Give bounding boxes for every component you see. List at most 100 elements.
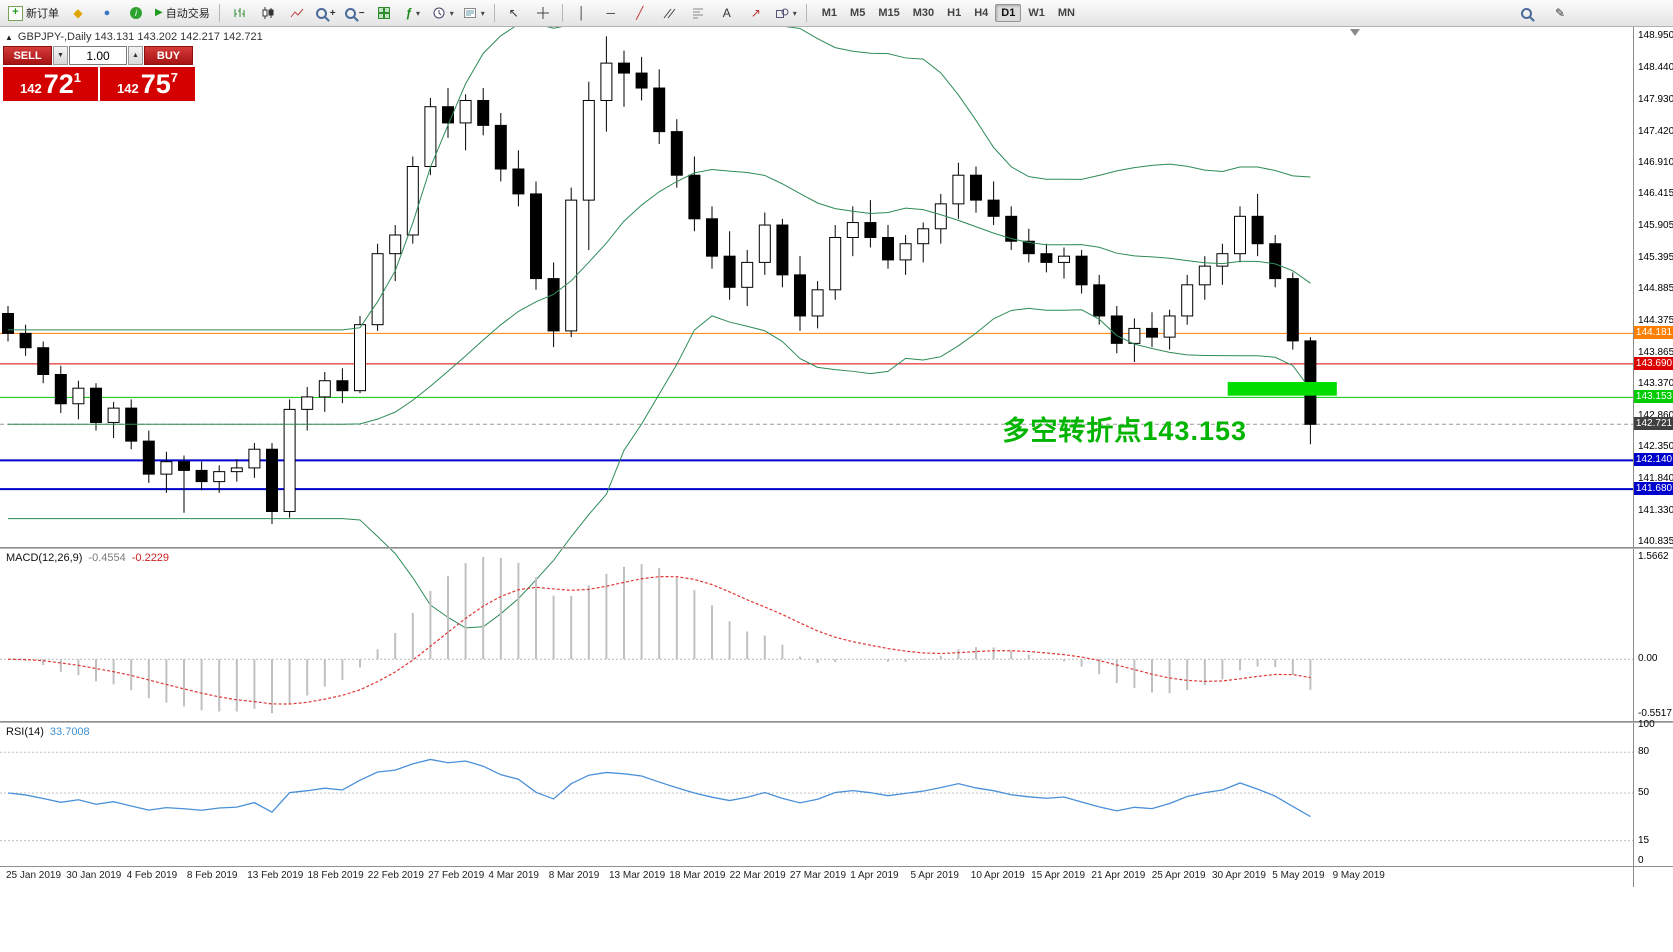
candles[interactable] [2,36,1317,524]
price-axis-label: 147.930 [1638,93,1673,105]
indicators-button[interactable]: ƒ ▾ [399,1,427,25]
trendline-button[interactable]: ╱ [626,1,654,25]
user-icon: ● [103,6,111,19]
new-order-label: 新订单 [26,8,59,20]
toolbar-separator [805,4,807,22]
shapes-button[interactable]: ▾ [771,1,801,25]
macd-panel[interactable] [0,556,1633,714]
indicators-icon: ƒ [405,6,413,20]
volume-input[interactable] [69,46,127,65]
timeframe-button-m15[interactable]: M15 [878,7,900,19]
cursor-button[interactable]: ↖ [500,1,528,25]
price-axis-label: 145.395 [1638,251,1673,263]
buy-price-display[interactable]: 142 75 7 [100,67,195,101]
sell-button[interactable]: SELL [3,46,52,65]
arrows-tool-button[interactable]: ↗ [742,1,770,25]
chart-shift-marker-icon[interactable] [1350,29,1360,36]
macd-axis-zero: 0.00 [1638,653,1658,665]
terminal-button[interactable]: i [122,1,150,25]
search-button[interactable] [1512,1,1540,25]
trendline-icon: ╱ [636,6,644,20]
templates-button[interactable]: ▾ [459,1,489,25]
price-axis-label: 145.905 [1638,219,1673,231]
timeframe-button-w1[interactable]: W1 [1028,7,1045,19]
collapse-panel-icon[interactable]: ▲ [5,32,13,42]
date-label: 9 May 2019 [1332,870,1385,881]
fibonacci-icon [692,8,703,19]
timeframe-button-m5[interactable]: M5 [850,7,866,19]
timeframe-button-h1[interactable]: H1 [947,7,962,19]
candlestick-chart-button[interactable] [254,1,282,25]
annotation-text[interactable]: 多空转折点143.153 [1002,415,1247,446]
timeframe-button-mn[interactable]: MN [1057,7,1075,19]
new-order-button[interactable]: + 新订单 [4,1,63,25]
price-tag-level: 144.181 [1634,326,1673,340]
channel-button[interactable] [655,1,683,25]
pencil-icon: ✎ [1554,6,1566,20]
price-axis-label: 142.350 [1638,441,1673,453]
price-axis-label: 146.910 [1638,157,1673,169]
search-icon [1520,7,1532,19]
volume-increase-button[interactable]: ▲ [128,46,143,65]
macd-main-value: -0.4554 [88,552,126,564]
buy-price-base: 142 [117,81,139,96]
price-tag-level: 143.153 [1634,390,1673,404]
zoom-in-icon [315,7,327,19]
date-label: 21 Apr 2019 [1091,870,1146,881]
toolbar-separator [218,4,220,22]
period-button[interactable]: ▾ [428,1,458,25]
cursor-icon: ↖ [508,6,519,20]
crosshair-button[interactable] [529,1,557,25]
date-label: 8 Feb 2019 [186,870,238,881]
market-watch-button[interactable]: ◆ [64,1,92,25]
bar-chart-button[interactable] [225,1,253,25]
sell-price-pips: 72 [43,69,74,99]
horizontal-line-button[interactable]: ─ [597,1,625,25]
tile-windows-button[interactable] [370,1,398,25]
info-icon: i [130,7,142,19]
zoom-in-button[interactable]: + [312,1,340,25]
text-tool-button[interactable]: A [713,1,741,25]
price-axis-border [1633,27,1634,887]
clock-icon [433,7,445,19]
vertical-line-button[interactable]: │ [568,1,596,25]
main-toolbar: + 新订单 ◆ ● i ▶ 自动交易 + [0,0,1673,27]
current-price-tag: 142.721 [1634,417,1673,431]
macd-signal-value: -0.2229 [131,552,170,564]
panel-separator-rsi[interactable] [0,721,1673,723]
price-axis-label: 142.860 [1638,409,1673,421]
data-window-button[interactable]: ● [93,1,121,25]
price-axis-label: 141.330 [1638,504,1673,516]
buy-button[interactable]: BUY [144,46,193,65]
date-label: 10 Apr 2019 [970,870,1025,881]
horizontal-lines[interactable] [0,332,1633,491]
highlight-rectangle[interactable] [1227,381,1337,396]
edit-button[interactable]: ✎ [1546,1,1574,25]
rsi-axis-label: 80 [1638,746,1650,758]
shapes-icon [775,8,789,18]
date-label: 25 Jan 2019 [6,870,62,881]
timeframe-button-m1[interactable]: M1 [821,7,838,19]
date-label: 4 Mar 2019 [488,870,539,881]
timeframe-button-d1[interactable]: D1 [995,4,1022,22]
timeframe-button-m30[interactable]: M30 [912,7,935,19]
bollinger-bands[interactable] [8,0,1311,629]
rsi-axis-label: 0 [1638,855,1644,866]
line-chart-button[interactable] [283,1,311,25]
sell-price-display[interactable]: 142 72 1 [3,67,98,101]
panel-separator-macd[interactable] [0,547,1673,549]
buy-price-point: 7 [170,70,178,85]
timeframe-button-h4[interactable]: H4 [974,7,989,19]
zoom-out-button[interactable]: − [341,1,369,25]
volume-decrease-button[interactable]: ▼ [53,46,68,65]
template-icon [463,8,476,18]
fibonacci-button[interactable] [684,1,712,25]
price-axis-label: 148.440 [1638,62,1673,74]
autotrading-button[interactable]: ▶ 自动交易 [151,1,214,25]
play-icon: ▶ [155,7,163,18]
zoom-out-sign: − [358,7,365,19]
toolbar-separator [493,4,495,22]
rsi-panel[interactable] [0,751,1633,842]
symbol-info-line: ▲ GBPJPY-,Daily 143.131 143.202 142.217 … [5,31,263,43]
